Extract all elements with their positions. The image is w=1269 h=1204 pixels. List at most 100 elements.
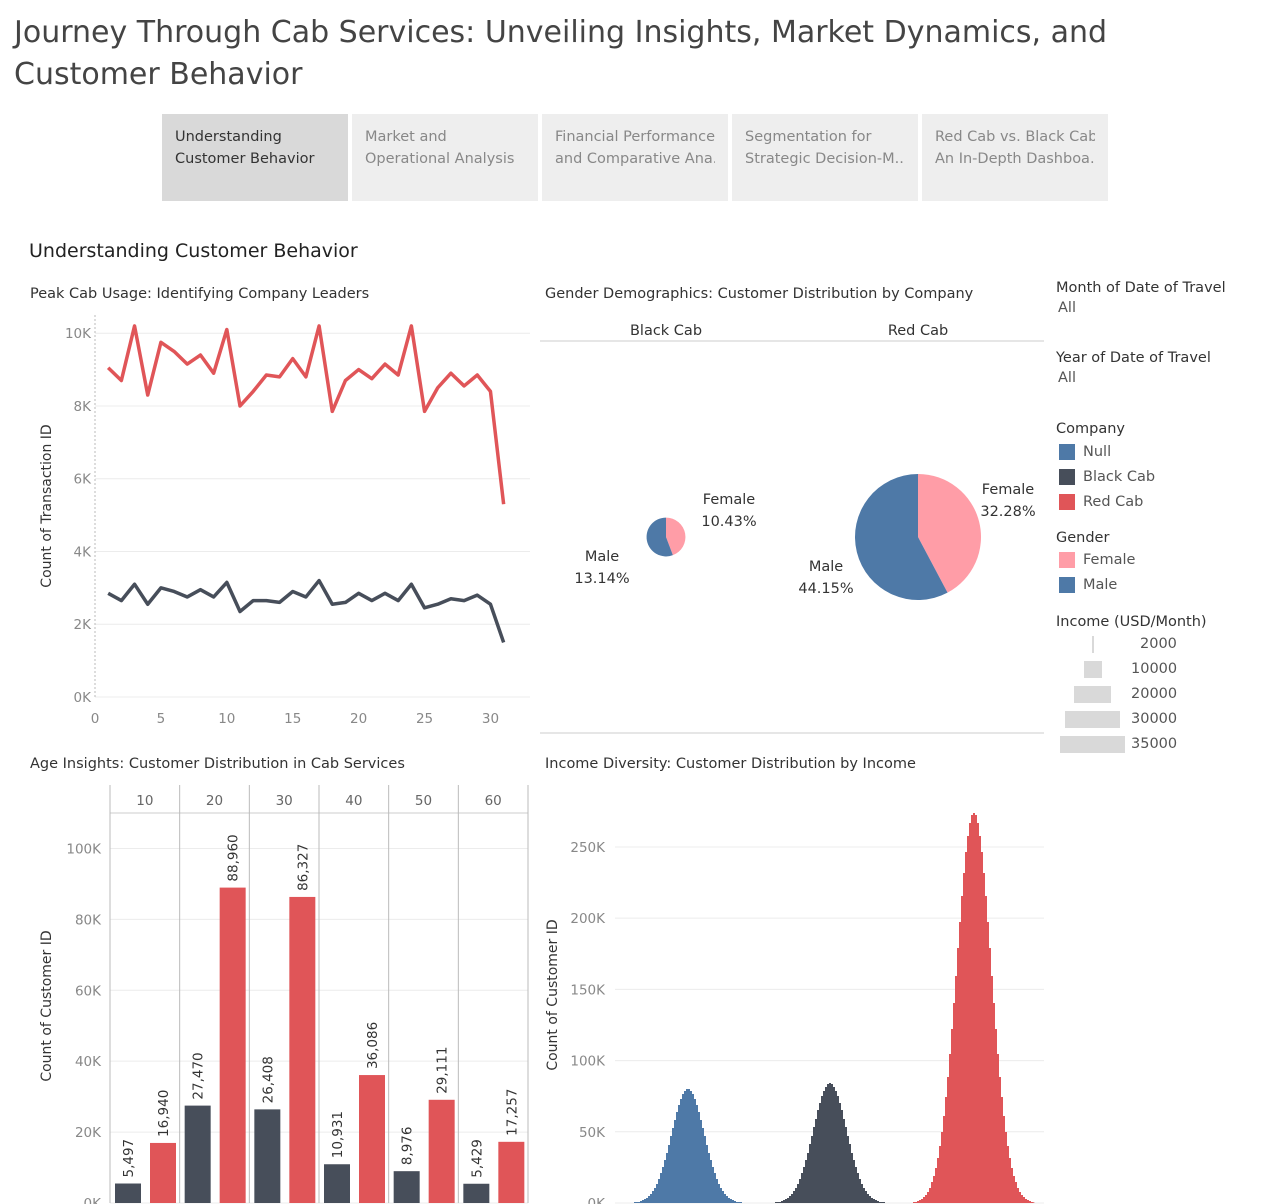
income-size-bar — [1074, 686, 1111, 703]
bar-value-label: 88,960 — [226, 834, 242, 881]
y-tick-label: 80K — [75, 912, 102, 928]
tab-label-line1: Understanding — [175, 129, 282, 145]
tab-label-line2: Customer Behavior — [175, 151, 315, 167]
filter-month-value[interactable]: All — [1058, 300, 1076, 316]
gender-demographics-chart[interactable]: Black Cab Female 10.43% Male 13.14% Red Cab Fe… — [540, 305, 1050, 735]
bar-value-label: 8,976 — [400, 1127, 416, 1166]
panel-header: 30 — [276, 793, 293, 809]
bar-value-label: 36,086 — [365, 1022, 381, 1069]
legend-black-cab-label: Black Cab — [1083, 469, 1156, 485]
slice-value-label: 13.14% — [574, 571, 629, 587]
null-swatch[interactable] — [1059, 444, 1075, 460]
column-header: Black Cab — [630, 323, 702, 339]
y-tick-label: 40K — [75, 1054, 102, 1070]
bar-red-cab — [428, 1099, 455, 1203]
slice-value-label: 10.43% — [701, 514, 756, 530]
legend-female-label: Female — [1083, 552, 1136, 568]
bar-black-cab — [463, 1183, 490, 1203]
peak-usage-chart[interactable]: 0K 2K 4K 6K 8K 10K 0 5 10 15 20 25 30 Count of Transa… — [0, 305, 540, 735]
tab-segmentation[interactable]: Segmentation for Strategic Decision-M.. — [732, 114, 918, 201]
tab-label-line2: Operational Analysis — [365, 151, 515, 167]
bar-value-label: 17,257 — [504, 1089, 520, 1136]
age-insights-title: Age Insights: Customer Distribution in C… — [30, 756, 405, 772]
panel-header: 20 — [206, 793, 223, 809]
income-size-bar — [1060, 736, 1125, 753]
slice-label: Female — [703, 492, 756, 508]
legend-null-label: Null — [1083, 444, 1112, 460]
slice-label: Female — [982, 482, 1035, 498]
y-tick-label: 4K — [74, 544, 93, 560]
income-legend-label: 30000 — [1131, 711, 1178, 727]
series-line-black-cab — [107, 578, 506, 643]
bar-value-label: 5,497 — [121, 1139, 137, 1178]
gender-legend-title: Gender — [1056, 530, 1110, 546]
y-axis-label: Count of Customer ID — [545, 919, 561, 1070]
y-tick-label: 50K — [579, 1125, 606, 1141]
bar-red-cab — [289, 896, 316, 1203]
red-cab-swatch[interactable] — [1059, 494, 1075, 510]
income-diversity-chart[interactable]: 0K 50K 100K 150K 200K 250K Count of Customer I… — [540, 775, 1050, 1204]
tab-label-line2: An In-Depth Dashboa.. — [935, 151, 1095, 167]
x-tick-label: 15 — [284, 711, 301, 727]
income-legend-title: Income (USD/Month) — [1056, 614, 1207, 630]
panel-header: 40 — [345, 793, 362, 809]
y-tick-label: 2K — [74, 617, 93, 633]
panel-header: 50 — [415, 793, 432, 809]
tab-label-line1: Red Cab vs. Black Cab: — [935, 129, 1095, 145]
bar-black-cab — [184, 1105, 211, 1203]
age-insights-chart[interactable]: 0K 20K 40K 60K 80K 100K Count of Customer ID 10… — [0, 775, 540, 1204]
filter-year-label: Year of Date of Travel — [1056, 350, 1211, 366]
income-size-bar — [1084, 661, 1102, 678]
tab-financial-performance[interactable]: Financial Performance and Comparative An… — [542, 114, 728, 201]
tab-market-operational-analysis[interactable]: Market and Operational Analysis — [352, 114, 538, 201]
bar-black-cab — [393, 1171, 420, 1203]
black-cab-swatch[interactable] — [1059, 469, 1075, 485]
bar-red-cab — [150, 1142, 176, 1203]
gender-demographics-title: Gender Demographics: Customer Distributi… — [545, 286, 974, 302]
company-legend-title: Company — [1056, 421, 1125, 437]
pie-slice-female — [918, 474, 982, 593]
panel-header: 10 — [136, 793, 153, 809]
y-tick-label: 60K — [75, 983, 102, 999]
income-legend-label: 20000 — [1131, 686, 1178, 702]
tab-label-line1: Financial Performance — [555, 129, 715, 145]
female-swatch[interactable] — [1059, 552, 1075, 568]
y-tick-label: 20K — [75, 1125, 102, 1141]
bar-value-label: 27,470 — [191, 1052, 207, 1099]
page-title: Journey Through Cab Services: Unveiling … — [14, 15, 1108, 92]
company-legend: Company Null Black Cab Red Cab — [1056, 421, 1266, 521]
y-tick-label: 6K — [74, 472, 93, 488]
bar-value-label: 5,429 — [469, 1139, 485, 1178]
distribution-null — [630, 1089, 746, 1203]
tab-red-vs-black[interactable]: Red Cab vs. Black Cab: An In-Depth Dashb… — [922, 114, 1108, 201]
y-tick-label: 8K — [74, 399, 93, 415]
tab-label-line1: Market and — [365, 129, 447, 145]
bar-value-label: 16,940 — [156, 1090, 172, 1137]
tab-understanding-customer-behavior[interactable]: Understanding Customer Behavior — [162, 114, 348, 201]
slice-label: Male — [585, 549, 619, 565]
filter-month[interactable]: Month of Date of Travel All — [1056, 280, 1266, 316]
gender-legend: Gender Female Male — [1056, 530, 1266, 600]
pie-slice-male — [646, 517, 673, 557]
x-tick-label: 10 — [218, 711, 235, 727]
y-axis-label: Count of Transaction ID — [39, 424, 55, 587]
slice-label: Male — [809, 559, 843, 575]
legend-male-label: Male — [1083, 577, 1118, 593]
panel-header: 60 — [485, 793, 502, 809]
x-tick-label: 30 — [482, 711, 499, 727]
bar-value-label: 10,931 — [330, 1111, 346, 1158]
male-swatch[interactable] — [1059, 577, 1075, 593]
y-tick-label: 10K — [65, 326, 92, 342]
y-tick-label: 250K — [570, 840, 606, 856]
filter-year-value[interactable]: All — [1058, 370, 1076, 386]
y-axis-label: Count of Customer ID — [39, 930, 55, 1081]
filter-month-label: Month of Date of Travel — [1056, 280, 1226, 296]
y-tick-label: 0K — [588, 1196, 607, 1204]
bar-value-label: 29,111 — [435, 1047, 451, 1094]
y-tick-label: 0K — [74, 690, 93, 706]
income-diversity-title: Income Diversity: Customer Distribution … — [545, 756, 916, 772]
income-size-legend: Income (USD/Month) 2000 10000 20000 3000… — [1056, 614, 1266, 759]
income-size-bar — [1065, 711, 1120, 728]
income-legend-label: 35000 — [1131, 736, 1178, 752]
filter-year[interactable]: Year of Date of Travel All — [1056, 350, 1266, 386]
